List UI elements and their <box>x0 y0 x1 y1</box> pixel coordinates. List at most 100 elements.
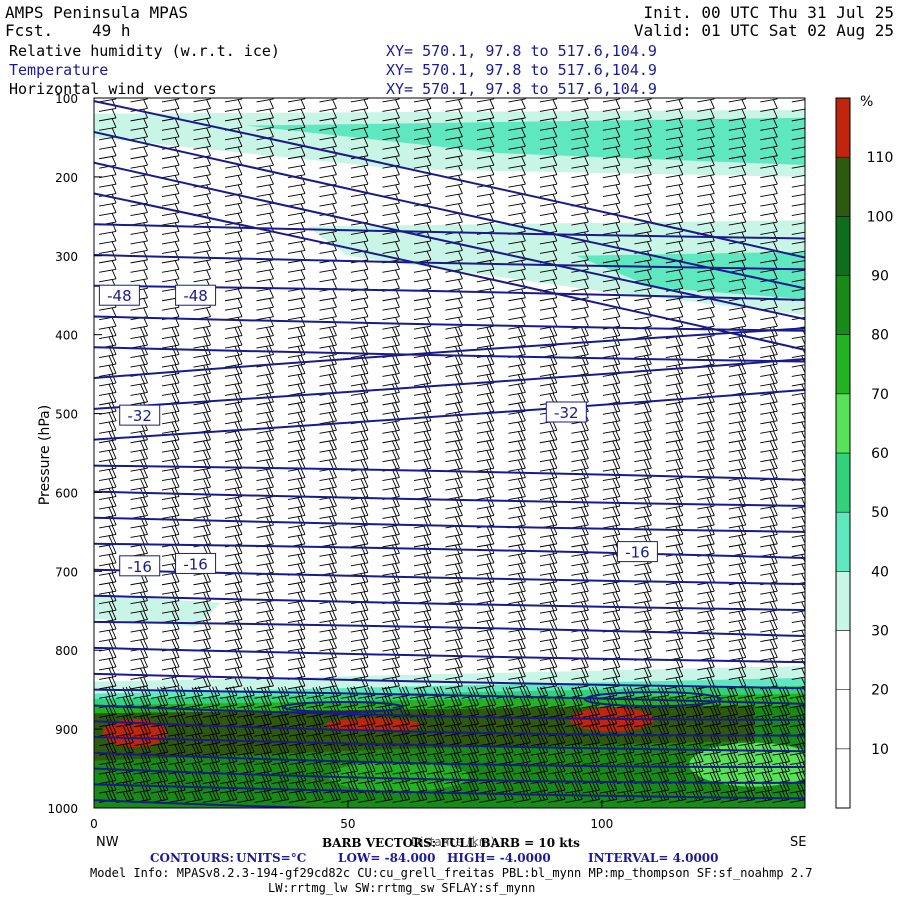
wind-barb <box>445 629 463 642</box>
wind-barb <box>720 790 739 803</box>
wind-barb <box>634 156 652 169</box>
wind-barb <box>539 364 558 377</box>
colorbar-bin <box>835 156 851 217</box>
wind-barb <box>99 137 117 150</box>
wind-barb <box>791 108 805 122</box>
wind-barb <box>571 449 589 463</box>
wind-barb <box>445 563 463 576</box>
wind-barb <box>319 99 337 112</box>
wind-barb <box>539 99 558 112</box>
wind-barb <box>185 695 203 709</box>
wind-barb <box>697 269 715 283</box>
wind-barb <box>224 288 243 302</box>
wind-barb <box>539 241 558 254</box>
wind-barb <box>760 619 778 633</box>
wind-barb <box>539 165 558 179</box>
wind-barb <box>99 411 117 425</box>
wind-barb <box>161 99 180 112</box>
wind-barb <box>665 118 684 131</box>
x-tick-label: 100 <box>590 817 613 831</box>
wind-barb <box>224 326 243 340</box>
wind-barb <box>571 99 589 112</box>
wind-barb <box>350 392 369 406</box>
wind-barb <box>413 137 432 150</box>
wind-barb <box>602 260 621 273</box>
wind-barb <box>358 695 376 709</box>
wind-barb <box>382 335 400 349</box>
wind-barb <box>382 326 400 340</box>
wind-barb <box>760 137 778 150</box>
wind-barb <box>634 733 652 747</box>
wind-barb <box>271 742 290 756</box>
wind-barb <box>697 99 715 112</box>
wind-barb <box>99 392 117 406</box>
wind-barb <box>539 307 558 321</box>
wind-barb <box>150 714 169 728</box>
wind-barb <box>99 146 117 160</box>
wind-barb <box>350 553 369 567</box>
wind-barb <box>602 250 621 264</box>
wind-barb <box>508 430 526 444</box>
wind-barb <box>445 193 463 207</box>
wind-barb <box>133 742 152 756</box>
wind-barb <box>237 705 255 718</box>
wind-barb <box>306 742 324 756</box>
wind-barb <box>319 610 337 624</box>
wind-barb <box>602 487 621 500</box>
wind-barb <box>99 477 117 491</box>
wind-barb <box>760 411 778 425</box>
wind-barb <box>478 761 497 775</box>
wind-barb <box>256 156 274 169</box>
contour-label-box <box>119 404 161 426</box>
wind-barb <box>413 667 432 680</box>
wind-barb <box>358 761 376 775</box>
wind-barb <box>224 525 243 538</box>
wind-barb <box>508 127 526 141</box>
wind-barb <box>571 506 589 519</box>
wind-barb <box>150 705 169 718</box>
wind-barb <box>772 742 790 756</box>
wind-barb <box>539 98 558 103</box>
wind-barb <box>476 165 495 179</box>
wind-barb <box>256 468 274 482</box>
temperature-contours <box>94 100 805 808</box>
x-tick-label: 50 <box>340 817 355 831</box>
wind-barb <box>461 752 480 766</box>
wind-barb <box>539 298 558 311</box>
wind-barb <box>599 752 618 766</box>
wind-barb <box>413 525 432 538</box>
wind-barb <box>130 383 148 396</box>
wind-barb <box>224 506 243 519</box>
wind-barb <box>697 165 715 179</box>
wind-barb <box>539 487 558 500</box>
wind-barb <box>668 686 687 699</box>
wind-barb <box>287 165 306 179</box>
wind-barb <box>602 515 621 529</box>
contour-label: -16 <box>119 555 161 577</box>
wind-barb <box>382 364 400 377</box>
contour-label-text: -48 <box>183 287 208 305</box>
wind-barb <box>185 742 203 756</box>
wind-barb <box>427 686 445 699</box>
wind-barb <box>697 156 715 169</box>
wind-barb <box>665 506 684 519</box>
wind-barb <box>651 790 670 803</box>
wind-barb <box>599 695 618 709</box>
wind-barb <box>413 638 432 652</box>
wind-barb <box>193 629 211 642</box>
wind-barb <box>99 231 117 245</box>
wind-barb <box>508 269 526 283</box>
wind-barb <box>382 174 400 188</box>
contour-label: -48 <box>98 284 140 306</box>
wind-barb <box>760 184 778 198</box>
wind-barb <box>571 307 589 321</box>
wind-barb <box>340 771 359 784</box>
wind-barb <box>791 127 805 141</box>
wind-barb <box>382 582 400 595</box>
wind-barb <box>697 591 715 605</box>
wind-barb <box>571 98 589 103</box>
colorbar-tick-label: 50 <box>871 505 889 521</box>
wind-barb <box>319 108 337 122</box>
wind-barb <box>665 165 684 179</box>
wind-barb <box>478 714 497 728</box>
